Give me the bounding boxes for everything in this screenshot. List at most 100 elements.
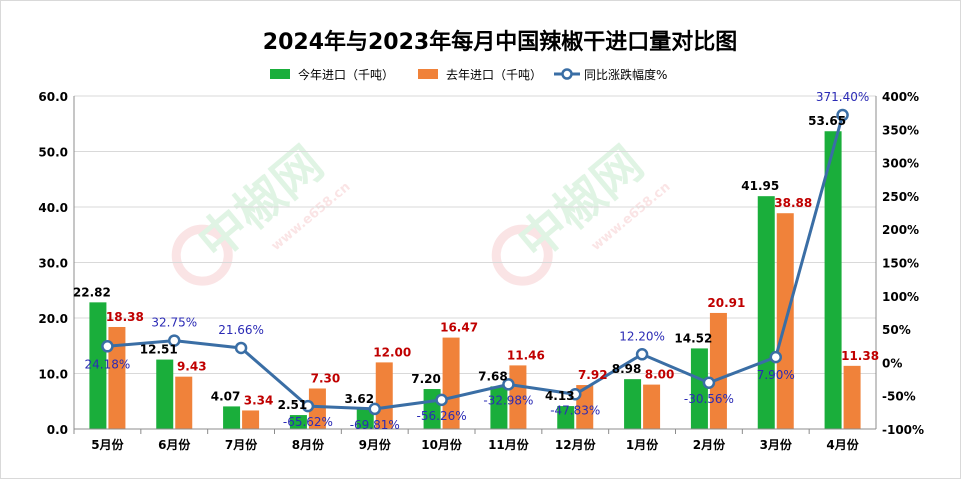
line-point: [234, 341, 248, 355]
bar-2023: [175, 376, 193, 429]
legend-label: 去年进口（千吨）: [446, 68, 542, 82]
data-label-2024: 41.95: [741, 179, 779, 193]
y-left-tick-label: 10.0: [38, 368, 68, 382]
line-point: [769, 350, 782, 364]
bar-2024: [89, 302, 107, 429]
line-point: [301, 399, 315, 413]
bar-2023: [242, 410, 260, 429]
x-tick-label: 10月份: [421, 437, 463, 452]
data-label-2024: 4.07: [211, 389, 241, 403]
legend-swatch: [418, 69, 438, 79]
bar-2023: [709, 312, 727, 429]
bar-2024: [223, 406, 241, 429]
legend-swatch: [270, 69, 290, 79]
legend-item: 今年进口（千吨）: [270, 67, 394, 82]
line-point: [502, 378, 515, 391]
bar-2024: [824, 131, 842, 429]
data-label-2024: 8.98: [612, 362, 642, 376]
line-point: [569, 388, 582, 401]
data-label-2023: 8.00: [645, 368, 675, 382]
data-label-change: -47.83%: [550, 403, 600, 417]
y-left-tick-label: 60.0: [38, 90, 68, 104]
data-label-2023: 16.47: [440, 321, 478, 335]
data-label-2023: 11.38: [841, 349, 879, 363]
line-point: [635, 348, 649, 361]
line-point: [702, 376, 716, 390]
bar-2024: [690, 348, 708, 429]
line-series: [101, 108, 849, 416]
x-tick-label: 2月份: [693, 437, 726, 452]
data-label-2023: 11.46: [507, 348, 545, 362]
x-tick-label: 9月份: [359, 437, 392, 452]
bar-2024: [757, 196, 775, 429]
bar-2023: [308, 388, 326, 429]
bar-2024: [557, 406, 575, 429]
data-label-2023: 3.34: [244, 393, 274, 407]
data-label-change: -32.98%: [483, 393, 533, 407]
data-label-change: 12.20%: [619, 329, 665, 343]
data-label-2024: 12.51: [140, 343, 178, 357]
y-right-tick-label: 300%: [882, 157, 919, 171]
line-point: [836, 108, 849, 122]
data-label-2024: 14.52: [674, 331, 712, 345]
line-point: [435, 393, 448, 407]
bar-2024: [490, 386, 508, 429]
data-label-2023: 20.91: [707, 296, 745, 310]
bar-2023: [375, 362, 393, 429]
bar-2023: [843, 365, 861, 429]
data-label-2024: 3.62: [344, 392, 374, 406]
legend-label: 今年进口（千吨）: [298, 67, 394, 82]
legend-label: 同比涨跌幅度%: [584, 67, 667, 82]
y-right-tick-label: 100%: [882, 290, 919, 304]
axes: 0.0 10.0 20.0 30.0 40.0 50.0 60.0 -100% -50% 0% 50…: [38, 90, 924, 452]
y-right-tick-label: 250%: [882, 190, 919, 204]
x-tick-label: 1月份: [626, 437, 659, 452]
data-label-change: 371.40%: [816, 90, 869, 104]
y-left-tick-label: 0.0: [47, 423, 68, 437]
x-tick-label: 5月份: [91, 437, 124, 452]
y-right-tick-label: 200%: [882, 223, 919, 237]
y-right-tick-label: -100%: [882, 423, 924, 437]
y-right-tick-label: 50%: [882, 323, 911, 337]
chart-title: 2024年与2023年每月中国辣椒干进口量对比图: [263, 29, 737, 55]
data-label-2023: 7.30: [311, 371, 341, 385]
legend-marker: [561, 68, 573, 80]
x-tick-label: 6月份: [158, 437, 191, 452]
data-label-change: 7.90%: [757, 368, 795, 382]
x-tick-label: 12月份: [555, 437, 597, 452]
data-label-2024: 22.82: [73, 285, 111, 299]
y-right-tick-label: -50%: [882, 390, 916, 404]
line-point: [168, 334, 181, 347]
bar-2023: [643, 384, 661, 429]
y-left-tick-label: 20.0: [38, 312, 68, 326]
data-label-2024: 7.68: [478, 369, 508, 383]
data-label-change: -30.56%: [684, 392, 734, 406]
data-label-change: 21.66%: [218, 323, 264, 337]
bar-2024: [289, 415, 307, 429]
data-label-2023: 38.88: [774, 196, 812, 210]
data-label-change: -65.62%: [283, 415, 333, 429]
y-left-tick-label: 40.0: [38, 201, 68, 215]
data-label-2023: 7.92: [578, 368, 608, 382]
data-label-2024: 4.13: [545, 389, 575, 403]
x-tick-label: 8月份: [292, 437, 325, 452]
data-label-change: -69.81%: [350, 418, 400, 432]
data-label-2023: 12.00: [373, 345, 411, 359]
x-tick-label: 4月份: [826, 437, 859, 452]
data-label-2024: 53.65: [808, 114, 846, 128]
data-labels: 22.82 18.38 12.51 9.43 4.07 3.34 2.517.303.62 1…: [73, 90, 879, 432]
y-left-tick-label: 30.0: [38, 257, 68, 271]
y-right-tick-label: 350%: [882, 123, 919, 137]
data-label-change: -56.26%: [417, 409, 467, 423]
data-label-2023: 18.38: [106, 310, 144, 324]
data-label-change: 32.75%: [151, 316, 197, 330]
line-point: [101, 340, 114, 353]
bar-2024: [624, 379, 642, 429]
bar-2023: [442, 337, 460, 429]
bar-2024: [356, 408, 374, 429]
legend-item: 去年进口（千吨）: [418, 68, 542, 82]
y-left-tick-label: 50.0: [38, 146, 68, 160]
legend: 今年进口（千吨） 去年进口（千吨） 同比涨跌幅度%: [270, 67, 667, 82]
